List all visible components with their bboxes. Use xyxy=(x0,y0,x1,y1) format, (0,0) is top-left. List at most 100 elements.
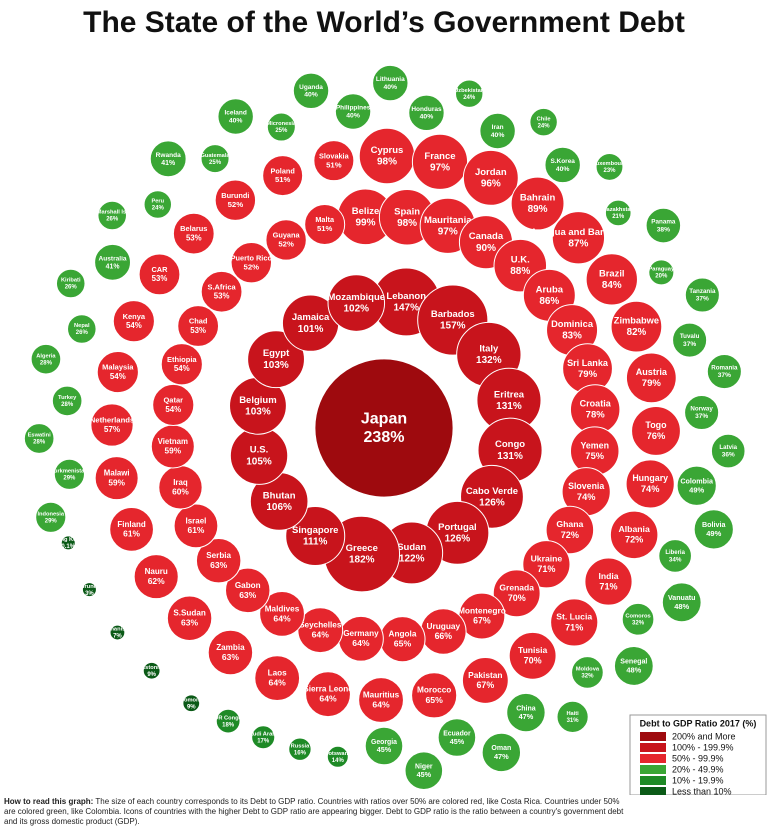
country-name: Vanuatu xyxy=(668,594,696,602)
country-blob xyxy=(313,140,355,182)
country-value: 40% xyxy=(346,112,360,119)
country-blob xyxy=(556,700,589,733)
country-name: Belize xyxy=(352,206,379,217)
country-value: 41% xyxy=(161,160,175,167)
country-name: Marshall Is. xyxy=(97,210,128,216)
country-name: Malaysia xyxy=(102,363,134,372)
country-name: Estonia xyxy=(141,665,162,671)
legend-swatch xyxy=(640,754,666,763)
country-name: Seychelles xyxy=(299,621,342,630)
country-value: 79% xyxy=(642,378,662,389)
country-value: 54% xyxy=(110,372,126,381)
country-name: Honduras xyxy=(411,106,442,113)
country-blob xyxy=(143,190,172,219)
country-name: Montenegro xyxy=(458,605,506,615)
country-name: Maldives xyxy=(265,604,300,613)
country-name: Puerto Rico xyxy=(231,253,273,262)
country-value: 97% xyxy=(430,162,450,173)
country-value: 83% xyxy=(562,331,582,342)
country-value: 48% xyxy=(626,665,641,674)
country-blob xyxy=(327,274,386,332)
country-blob xyxy=(214,179,257,221)
country-value: 29% xyxy=(63,475,76,481)
country-name: Senegal xyxy=(620,658,647,666)
country-blob xyxy=(364,726,404,766)
country-name: Chile xyxy=(537,116,551,122)
country-value: 97% xyxy=(438,226,458,237)
country-name: Grenada xyxy=(499,583,534,593)
country-value: 7% xyxy=(113,634,122,640)
country-value: 122% xyxy=(399,554,425,565)
country-blob xyxy=(462,149,519,206)
country-name: Israel xyxy=(186,516,207,525)
country-value: 25% xyxy=(209,160,222,166)
country-blob xyxy=(710,433,746,469)
country-value: 9% xyxy=(147,672,156,678)
country-blob xyxy=(411,672,458,719)
country-blob xyxy=(149,140,187,178)
country-blob xyxy=(645,207,682,244)
country-value: 105% xyxy=(246,456,272,467)
country-blob xyxy=(60,535,76,551)
country-value: 37% xyxy=(695,413,708,420)
country-value: 40% xyxy=(420,114,434,121)
country-value: 26% xyxy=(106,217,119,223)
country-name: Kazakhstan xyxy=(602,207,634,213)
country-value: 53% xyxy=(186,233,202,242)
country-blob xyxy=(55,268,86,299)
country-blob xyxy=(266,112,296,142)
country-value: 102% xyxy=(344,304,370,315)
country-value: 53% xyxy=(190,326,206,335)
country-value: 63% xyxy=(239,590,256,600)
country-name: Croatia xyxy=(580,399,612,409)
country-value: 61% xyxy=(188,525,205,535)
country-name: Congo xyxy=(495,439,525,450)
country-name: Uganda xyxy=(299,84,323,91)
country-name: Rwanda xyxy=(156,152,181,159)
country-blob xyxy=(408,94,445,132)
country-name: Greece xyxy=(346,543,378,554)
country-value: 21% xyxy=(612,214,625,220)
country-name: Tuvalu xyxy=(680,333,700,340)
country-blob xyxy=(658,539,692,573)
country-name: China xyxy=(516,705,536,712)
country-blob xyxy=(133,554,179,600)
country-name: Brunei xyxy=(80,584,98,590)
country-value: 36% xyxy=(722,452,735,459)
country-value: 18% xyxy=(222,722,235,728)
country-value: 103% xyxy=(245,406,271,417)
country-value: 74% xyxy=(577,492,596,502)
country-name: Mozambique xyxy=(328,292,386,303)
country-name: Netherlands xyxy=(90,416,135,425)
country-name: CAR xyxy=(151,265,168,274)
country-value: 78% xyxy=(586,410,606,421)
country-value: 74% xyxy=(641,484,660,494)
country-blob xyxy=(672,322,708,358)
country-blob xyxy=(529,107,558,137)
country-value: 40% xyxy=(304,92,318,99)
country-blob xyxy=(358,677,404,723)
country-name: Turkey xyxy=(58,395,77,401)
footnote-text: The size of each country corresponds to … xyxy=(4,797,624,826)
country-name: Russia xyxy=(291,743,310,749)
country-value: 65% xyxy=(394,639,412,649)
country-name: Barbados xyxy=(431,309,475,320)
country-name: Micronesia xyxy=(266,121,297,127)
country-value: 75% xyxy=(585,451,604,461)
country-value: 28% xyxy=(33,440,46,446)
country-blob xyxy=(550,598,599,647)
country-name: Zambia xyxy=(216,643,245,652)
country-name: Colombia xyxy=(680,478,714,486)
country-blob xyxy=(230,241,272,284)
country-name: Solomon Is. xyxy=(175,697,208,703)
legend-title: Debt to GDP Ratio 2017 (%) xyxy=(640,718,757,728)
country-blob xyxy=(225,567,271,614)
country-blob xyxy=(152,383,195,426)
country-blob xyxy=(292,72,330,110)
country-blob xyxy=(166,595,213,641)
country-name: Hong Kong xyxy=(53,537,84,543)
country-name: Slovakia xyxy=(319,151,350,160)
country-blob xyxy=(545,505,595,555)
country-blob xyxy=(96,350,139,394)
